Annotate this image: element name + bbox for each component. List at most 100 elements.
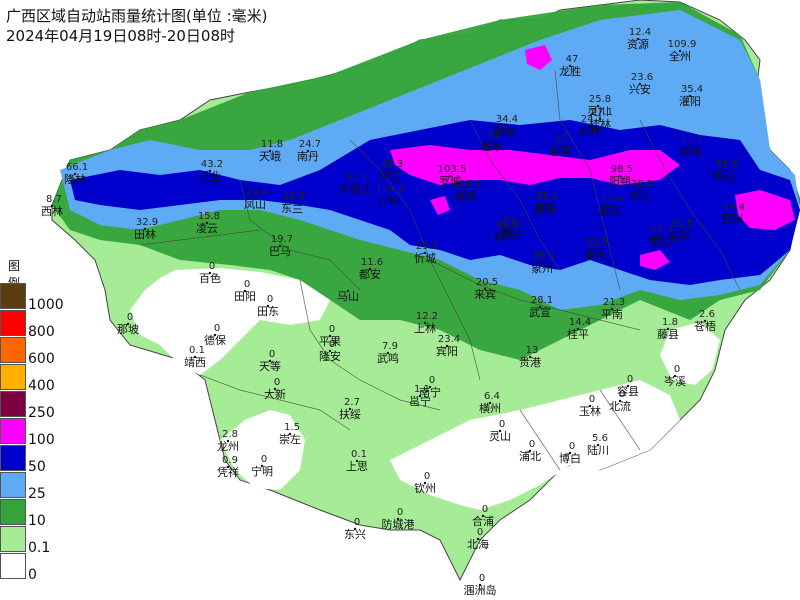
station-dot [126,322,130,326]
station-dot [490,139,494,143]
station-value: 0 [209,261,215,272]
station-value: 5.6 [592,433,608,444]
station-value: 0.1 [189,345,205,356]
legend-swatch [0,364,26,390]
station-dot [208,169,212,173]
station-dot [596,443,600,447]
station-dot [368,267,372,271]
legend-swatch [0,445,26,471]
legend-label: 400 [28,378,55,394]
station-name: 东兰 [281,202,303,215]
legend-label: 100 [28,432,55,448]
station-name: 苍梧 [694,319,716,333]
station-dot [448,174,452,178]
station-dot [348,407,352,411]
station-dot [143,227,147,231]
station-value: 38.2 [631,179,653,190]
station-dot [226,465,230,469]
station-dot [213,333,217,337]
station-name: 平果 [319,335,341,348]
station-value: 14.4 [569,317,591,328]
station-dot [476,537,480,541]
station-value: 0 [477,527,483,538]
station-dot [253,197,257,201]
station-value: 0.9 [222,455,238,466]
station-name: 荔浦 [599,205,621,218]
station-value: 0 [627,374,633,385]
station-dot [498,429,502,433]
station-name: 灌阳 [679,95,701,108]
station-value: 34.4 [496,114,518,125]
station-value: 12.2 [416,311,438,322]
region-100-250-c [640,250,670,270]
station-value: 13 [526,345,539,356]
station-dot [568,64,572,68]
station-dot [418,394,422,398]
station-value: 43.2 [201,159,223,170]
station-name: 贵港 [519,356,541,369]
station-dot [626,384,630,388]
station-value: 23.6 [631,72,653,83]
legend-swatch [0,310,26,336]
region-100-250-d [525,45,552,70]
station-dot [503,229,507,233]
station-name: 柳江 [501,224,523,238]
station-value: 10.8 [283,191,305,202]
station-value: 2.6 [699,309,715,320]
station-name: 横州 [479,401,501,415]
station-name: 武宣 [529,305,551,319]
station-dot [288,432,292,436]
station-dot [688,94,692,98]
legend-label: 600 [28,351,55,367]
station-dot [386,351,390,355]
station-value: 134.4 [376,184,405,195]
station-value: 42 [488,129,501,140]
station-name: 金秀 [584,247,606,261]
map-title: 广西区域自动站雨量统计图(单位 :毫米) 2024年04月19日08时-20日0… [6,6,268,46]
station-name: 涠洲岛 [464,583,497,597]
region-100-250-e [430,196,450,215]
station-name: 凭祥 [217,465,239,479]
station-name: 融安 [494,124,516,138]
station-name: 钦州 [414,482,436,495]
station-dot [488,401,492,405]
station-value: 0 [267,294,273,305]
station-name: 金城江 [339,182,372,196]
station-value: 0 [354,517,360,528]
station-dot [678,229,682,233]
legend-swatch [0,391,26,417]
station-name: 灵川 [587,105,609,118]
station-name: 平南 [601,308,623,321]
station-name: 宾阳 [436,344,458,358]
station-name: 天峨 [259,150,281,163]
station-dot [423,251,427,255]
region-zero-south [390,380,680,510]
station-value: 49.7 [503,214,525,225]
station-name: 灵山 [489,430,511,443]
station-name: 靖西 [184,356,206,369]
station-value: 33.8 [601,194,623,205]
station-name: 陆川 [587,443,609,457]
station-value: 98.5 [611,164,633,175]
station-value: 31.5 [671,219,693,230]
station-dot [205,221,209,225]
station-dot [673,374,677,378]
station-dot [50,204,54,208]
station-dot [576,327,580,331]
station-value: 0 [274,377,280,388]
station-dot [396,517,400,521]
station-value: 6.4 [484,391,500,402]
station-dot [618,174,622,178]
region-zero-southwest [220,410,305,490]
title-line-2: 2024年04月19日08时-20日08时 [6,27,236,45]
station-value: 0 [329,339,335,350]
station-value: 15.8 [198,211,220,222]
station-name: 昭平 [669,230,691,243]
station-name: 钟山 [714,169,736,183]
station-value: 47 [566,54,579,65]
station-value: 0 [479,573,485,584]
station-value: 0 [424,471,430,482]
station-name: 忻城 [414,252,436,265]
station-value: 0 [214,323,220,334]
station-dot [540,261,544,265]
